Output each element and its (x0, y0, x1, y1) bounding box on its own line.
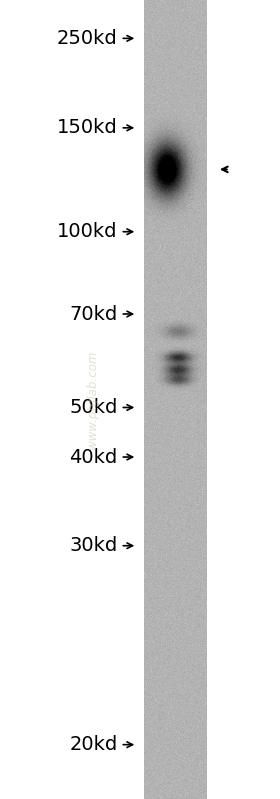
Text: 20kd: 20kd (69, 735, 118, 754)
Text: 40kd: 40kd (69, 447, 118, 467)
Text: 100kd: 100kd (57, 222, 118, 241)
Text: 250kd: 250kd (57, 29, 118, 48)
Text: 50kd: 50kd (69, 398, 118, 417)
Text: 30kd: 30kd (69, 536, 118, 555)
Text: 70kd: 70kd (69, 304, 118, 324)
Text: 150kd: 150kd (57, 118, 118, 137)
Text: www.ptglab.com: www.ptglab.com (86, 350, 99, 449)
